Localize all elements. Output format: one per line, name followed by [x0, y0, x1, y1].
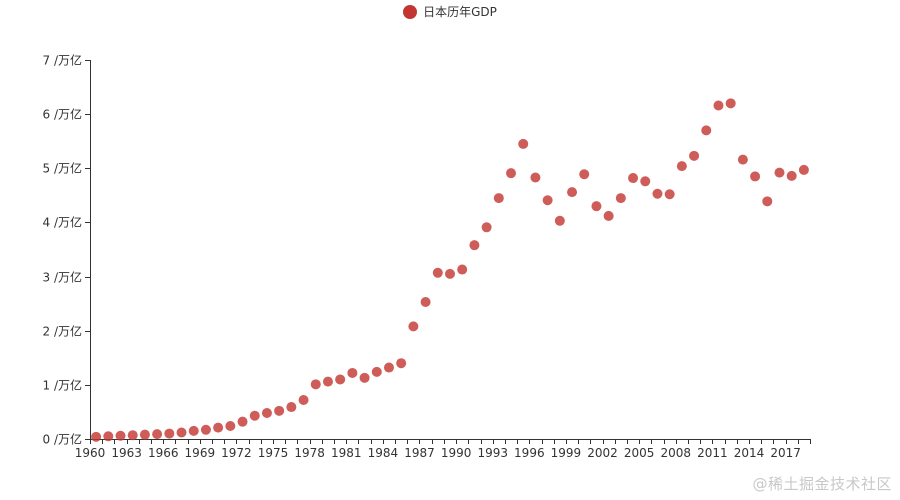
data-point: [469, 240, 480, 251]
data-point: [274, 405, 285, 416]
data-point: [176, 427, 187, 438]
data-point: [383, 362, 394, 373]
data-point: [689, 150, 700, 161]
x-tick-label: 1984: [368, 446, 399, 460]
x-tick-label: 2005: [624, 446, 655, 460]
data-point: [701, 125, 712, 136]
data-point: [652, 188, 663, 199]
x-tick-label: 1996: [514, 446, 545, 460]
data-point: [286, 402, 297, 413]
data-point: [798, 164, 809, 175]
legend-item-japan-gdp[interactable]: 日本历年GDP: [403, 3, 497, 20]
data-point: [91, 431, 102, 442]
data-point: [567, 187, 578, 198]
x-tick-label: 2011: [697, 446, 728, 460]
data-point: [371, 366, 382, 377]
data-point: [518, 138, 529, 149]
x-tick-label: 1966: [148, 446, 179, 460]
data-point: [139, 429, 150, 440]
data-point: [481, 222, 492, 233]
data-point: [664, 189, 675, 200]
data-point: [603, 210, 614, 221]
data-point: [737, 154, 748, 165]
y-tick-label: 0 /万亿: [43, 432, 83, 447]
data-point: [542, 195, 553, 206]
x-tick-label: 1981: [331, 446, 362, 460]
data-point: [786, 170, 797, 181]
data-point: [628, 173, 639, 184]
data-point: [493, 193, 504, 204]
legend-label: 日本历年GDP: [423, 5, 497, 19]
x-tick-label: 1960: [75, 446, 106, 460]
x-tick-label: 1990: [441, 446, 472, 460]
y-tick-label: 7 /万亿: [43, 53, 83, 68]
data-point: [188, 425, 199, 436]
x-tick-label: 1969: [185, 446, 216, 460]
x-tick-label: 2014: [734, 446, 765, 460]
data-point: [115, 430, 126, 441]
data-point: [396, 358, 407, 369]
data-point: [750, 171, 761, 182]
data-point: [676, 161, 687, 172]
data-point: [237, 416, 248, 427]
data-point: [530, 172, 541, 183]
data-point: [420, 297, 431, 308]
data-point: [579, 169, 590, 180]
y-tick-label: 5 /万亿: [43, 161, 83, 176]
data-point: [310, 379, 321, 390]
y-tick-label: 2 /万亿: [43, 324, 83, 339]
legend: 日本历年GDP: [0, 3, 900, 22]
data-point: [591, 201, 602, 212]
x-tick-label: 1963: [111, 446, 142, 460]
x-tick-label: 1975: [258, 446, 289, 460]
x-tick-label: 1978: [294, 446, 325, 460]
data-point: [103, 431, 114, 442]
y-tick-label: 6 /万亿: [43, 107, 83, 122]
data-point: [445, 268, 455, 279]
data-point: [164, 428, 175, 439]
data-point: [408, 321, 419, 332]
data-point: [127, 430, 138, 441]
data-point: [200, 424, 211, 435]
data-point: [359, 372, 370, 383]
data-point: [225, 421, 236, 432]
y-tick-label: 4 /万亿: [43, 215, 83, 230]
y-tick-label: 1 /万亿: [43, 378, 83, 393]
data-point: [640, 176, 651, 187]
data-point: [347, 367, 358, 378]
data-point: [457, 264, 468, 275]
data-point: [774, 167, 785, 178]
data-point: [506, 168, 517, 179]
x-tick-label: 2017: [770, 446, 801, 460]
data-point: [432, 267, 443, 278]
x-tick-label: 1972: [221, 446, 252, 460]
data-point: [762, 196, 773, 207]
data-point: [152, 429, 163, 440]
data-point: [554, 215, 565, 226]
watermark: @稀土掘金技术社区: [752, 475, 892, 493]
data-point: [261, 408, 272, 419]
y-tick-label: 3 /万亿: [43, 270, 83, 285]
legend-circle-icon: [403, 4, 418, 19]
x-tick-label: 2008: [660, 446, 691, 460]
data-point: [249, 410, 260, 421]
x-tick-label: 1999: [551, 446, 582, 460]
data-point: [335, 374, 346, 385]
data-point: [713, 100, 724, 111]
data-point: [322, 376, 333, 387]
data-point: [298, 395, 309, 406]
x-tick-label: 1993: [477, 446, 508, 460]
data-point: [725, 98, 736, 109]
data-point: [213, 422, 224, 433]
x-tick-label: 2002: [587, 446, 618, 460]
x-tick-label: 1987: [404, 446, 435, 460]
data-point: [615, 193, 626, 204]
